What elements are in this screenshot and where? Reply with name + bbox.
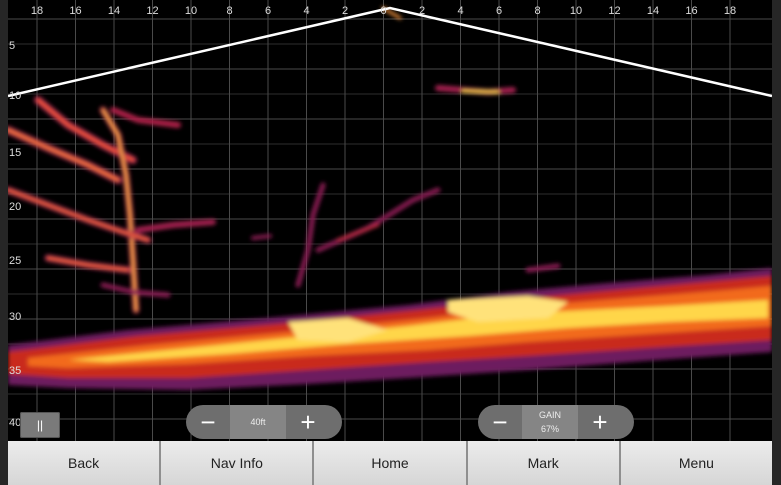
depth-label: 25 <box>9 255 22 267</box>
pause-button[interactable]: || <box>20 412 60 438</box>
depth-label: 10 <box>9 90 22 102</box>
range-label: 4 <box>457 5 464 17</box>
range-label: 14 <box>107 5 121 17</box>
range-label: 12 <box>146 5 159 17</box>
gain-value: GAIN 67% <box>522 405 578 439</box>
nav-info-button[interactable]: Nav Info <box>161 441 315 485</box>
sonar-cone <box>8 6 772 98</box>
range-label: 0 <box>380 5 387 17</box>
range-label: 16 <box>685 5 698 17</box>
range-label: 18 <box>30 5 44 17</box>
range-label: 18 <box>723 5 737 17</box>
gain-value-text: 67% <box>540 424 559 434</box>
range-label: 2 <box>418 5 426 17</box>
gain-control: − GAIN 67% + <box>478 405 634 439</box>
menu-button[interactable]: Menu <box>620 441 773 485</box>
range-label: 12 <box>608 5 621 17</box>
gain-plus-button[interactable]: + <box>592 407 608 437</box>
depth-label: 30 <box>9 311 22 323</box>
range-label: 14 <box>646 5 660 17</box>
range-plus-button[interactable]: + <box>300 407 316 437</box>
depth-label: 15 <box>9 147 22 159</box>
depth-label: 35 <box>9 365 22 377</box>
tree-structure <box>8 6 561 314</box>
depth-label: 40 <box>9 417 22 429</box>
depth-label: 20 <box>9 201 22 213</box>
gain-label: GAIN <box>538 410 561 420</box>
range-label: 6 <box>495 5 503 17</box>
range-label: 10 <box>569 5 583 17</box>
sonar-view: 18 16 14 12 10 8 6 4 2 0 2 4 6 8 10 12 14 16 18 5 10 15 20 25 3… <box>8 0 772 441</box>
range-label: 16 <box>69 5 82 17</box>
range-value: 40ft <box>230 405 286 439</box>
range-value-text: 40ft <box>250 417 266 427</box>
home-button[interactable]: Home <box>314 441 468 485</box>
range-control: − 40ft + <box>186 405 342 439</box>
bottom-return <box>8 268 772 390</box>
range-minus-button[interactable]: − <box>200 407 216 437</box>
back-button[interactable]: Back <box>8 441 162 485</box>
mark-button[interactable]: Mark <box>467 441 621 485</box>
range-label: 8 <box>534 5 541 17</box>
bottom-toolbar: Back Nav Info Home Mark Menu <box>8 441 773 485</box>
gain-minus-button[interactable]: − <box>492 407 508 437</box>
range-label: 6 <box>264 5 272 17</box>
range-label: 2 <box>341 5 349 17</box>
range-label: 8 <box>226 5 233 17</box>
range-label: 10 <box>184 5 198 17</box>
depth-label: 5 <box>9 40 16 52</box>
sonar-canvas <box>8 0 772 441</box>
range-label: 4 <box>303 5 310 17</box>
